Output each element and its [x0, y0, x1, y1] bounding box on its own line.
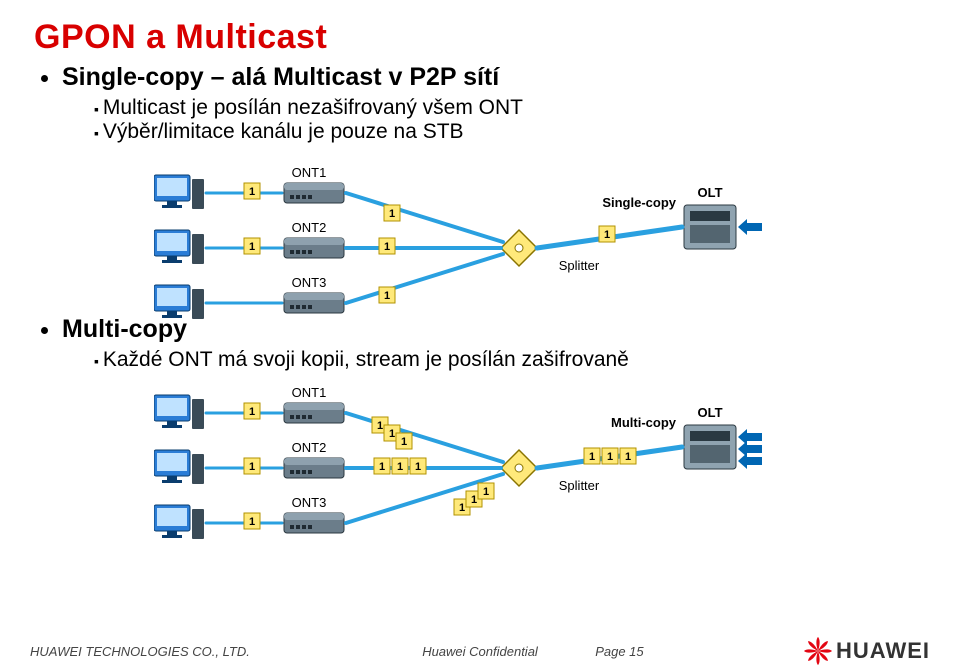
- svg-text:1: 1: [483, 486, 489, 498]
- svg-text:1: 1: [471, 494, 477, 506]
- huawei-logo: HUAWEI: [804, 637, 930, 665]
- section1-bullet-1: Výběr/limitace kanálu je pouze na STB: [94, 120, 926, 144]
- section1-heading-text: Single-copy – alá Multicast v P2P sítí: [62, 63, 499, 91]
- svg-text:1: 1: [249, 406, 255, 418]
- footer-mid: Huawei Confidential: [422, 644, 538, 659]
- svg-text:ONT1: ONT1: [292, 165, 327, 180]
- svg-text:1: 1: [249, 461, 255, 473]
- svg-text:1: 1: [249, 186, 255, 198]
- svg-text:1: 1: [249, 516, 255, 528]
- svg-text:ONT1: ONT1: [292, 385, 327, 400]
- svg-text:1: 1: [389, 428, 395, 440]
- svg-text:1: 1: [397, 461, 403, 473]
- svg-text:1: 1: [379, 461, 385, 473]
- diagram-single-copy: ONT1 ONT2 ONT3 Splitter OLT Single-copy 1 1 1 1 1 1: [154, 150, 926, 335]
- svg-text:1: 1: [589, 451, 595, 463]
- svg-text:1: 1: [389, 208, 395, 220]
- svg-text:1: 1: [384, 241, 390, 253]
- page-title: GPON a Multicast: [34, 18, 926, 57]
- svg-text:1: 1: [249, 241, 255, 253]
- huawei-petal-icon: [804, 637, 832, 665]
- svg-text:1: 1: [415, 461, 421, 473]
- footer-brand: HUAWEI: [836, 638, 930, 664]
- svg-text:ONT2: ONT2: [292, 440, 327, 455]
- footer-page: Page 15: [595, 644, 643, 659]
- section1-bullet-0: Multicast je posílán nezašifrovaný všem …: [94, 96, 926, 120]
- svg-text:1: 1: [625, 451, 631, 463]
- svg-text:Splitter: Splitter: [559, 478, 600, 493]
- svg-text:Single-copy: Single-copy: [602, 195, 676, 210]
- svg-text:Multi-copy: Multi-copy: [611, 415, 677, 430]
- section2-bullet-0: Každé ONT má svoji kopii, stream je posí…: [94, 348, 926, 372]
- section1-heading: Single-copy – alá Multicast v P2P sítí M…: [62, 63, 926, 144]
- svg-text:OLT: OLT: [697, 405, 722, 420]
- svg-text:ONT3: ONT3: [292, 495, 327, 510]
- svg-text:1: 1: [377, 420, 383, 432]
- svg-text:OLT: OLT: [697, 185, 722, 200]
- svg-text:ONT3: ONT3: [292, 275, 327, 290]
- svg-text:1: 1: [401, 436, 407, 448]
- svg-text:1: 1: [607, 451, 613, 463]
- footer-left: HUAWEI TECHNOLOGIES CO., LTD.: [30, 644, 250, 659]
- svg-text:1: 1: [604, 229, 610, 241]
- svg-text:1: 1: [459, 502, 465, 514]
- svg-text:Splitter: Splitter: [559, 258, 600, 273]
- svg-text:ONT2: ONT2: [292, 220, 327, 235]
- footer: HUAWEI TECHNOLOGIES CO., LTD. Huawei Con…: [0, 631, 960, 671]
- diagram-multi-copy: ONT1ONT2ONT3SplitterOLTMulti-copy1111111…: [154, 370, 926, 555]
- svg-text:1: 1: [384, 290, 390, 302]
